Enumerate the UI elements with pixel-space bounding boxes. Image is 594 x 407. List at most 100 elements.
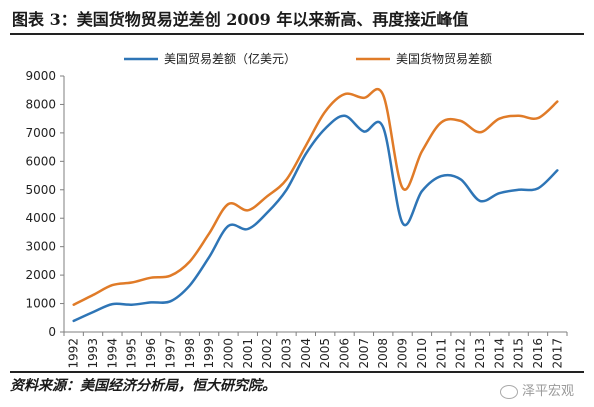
y-tick-label: 4000 (25, 211, 56, 225)
data-point (517, 114, 520, 117)
data-point (227, 203, 230, 206)
x-tick-label: 2016 (531, 338, 545, 369)
data-point (401, 222, 404, 225)
data-point (459, 119, 462, 122)
x-tick-label: 2005 (318, 338, 332, 369)
x-tick-label: 2013 (473, 338, 487, 369)
title-rule (10, 33, 584, 35)
series-line-1 (72, 114, 559, 323)
data-point (150, 301, 153, 304)
x-tick-label: 1998 (183, 338, 197, 369)
x-tick-label: 2012 (454, 338, 468, 369)
x-tick-label: 1995 (125, 338, 139, 369)
data-point (343, 93, 346, 96)
data-point (382, 126, 385, 129)
data-point (304, 152, 307, 155)
x-tick-label: 2010 (415, 338, 429, 369)
data-point (208, 232, 211, 235)
y-tick-label: 8000 (25, 97, 56, 111)
data-point (304, 144, 307, 147)
chart-axes: 0 1000 2000 3000 4000 5000 6000 7000 8000 9000 199… (25, 69, 568, 369)
data-point (92, 294, 95, 297)
y-tick-label: 3000 (25, 240, 56, 254)
data-point (285, 178, 288, 181)
data-point (440, 121, 443, 124)
x-tick-label: 2002 (260, 338, 274, 369)
data-point (536, 187, 539, 190)
data-point (556, 169, 559, 172)
data-point (478, 199, 481, 202)
y-tick-label: 5000 (25, 183, 56, 197)
data-point (169, 300, 172, 303)
x-tick-label: 2017 (550, 338, 564, 369)
data-point (150, 276, 153, 279)
x-tick-label: 2015 (512, 338, 526, 369)
series-layer (72, 87, 559, 323)
y-tick-label: 1000 (25, 297, 56, 311)
data-point (517, 188, 520, 191)
data-point (72, 303, 75, 306)
source-note: 资料来源：美国经济分析局，恒大研究院。 (10, 378, 276, 394)
data-point (498, 192, 501, 195)
y-tick-label: 0 (48, 325, 56, 339)
y-tick-label: 9000 (25, 69, 56, 83)
series-line-2 (72, 87, 559, 306)
x-tick-label: 2011 (434, 338, 448, 369)
data-point (478, 131, 481, 134)
data-point (498, 117, 501, 120)
x-tick-label: 2007 (357, 338, 371, 369)
data-point (188, 260, 191, 263)
wechat-icon (499, 384, 518, 399)
data-point (324, 127, 327, 130)
data-point (459, 178, 462, 181)
y-tick-label: 6000 (25, 154, 56, 168)
x-tick-label: 2009 (396, 338, 410, 369)
data-point (440, 175, 443, 178)
data-point (246, 209, 249, 212)
watermark: 泽平宏观 (499, 380, 574, 399)
data-point (92, 311, 95, 314)
x-tick-label: 1999 (202, 338, 216, 369)
watermark-text: 泽平宏观 (521, 384, 574, 399)
data-point (343, 114, 346, 117)
data-point (420, 150, 423, 153)
data-point (266, 195, 269, 198)
data-point (130, 281, 133, 284)
x-tick-label: 1994 (105, 338, 119, 369)
data-point (188, 284, 191, 287)
chart-legend: 美国贸易差额（亿美元） 美国货物贸易差额 (124, 51, 492, 66)
data-point (556, 100, 559, 103)
x-tick-label: 2008 (376, 338, 390, 369)
data-point (208, 256, 211, 259)
data-point (420, 190, 423, 193)
y-tick-label: 2000 (25, 268, 56, 282)
x-tick-label: 2001 (241, 338, 255, 369)
data-point (536, 117, 539, 120)
chart-title: 图表 3：美国货物贸易逆差创 2009 年以来新高、再度接近峰值 (12, 10, 469, 29)
data-point (324, 110, 327, 113)
data-point (227, 224, 230, 227)
data-point (285, 188, 288, 191)
data-point (111, 303, 114, 306)
data-point (169, 274, 172, 277)
data-point (246, 228, 249, 231)
x-tick-label: 2004 (299, 338, 313, 369)
x-tick-label: 1992 (67, 338, 81, 369)
data-point (362, 96, 365, 99)
x-tick-label: 1997 (163, 338, 177, 369)
x-tick-label: 2014 (492, 338, 506, 369)
x-tick-label: 2006 (338, 338, 352, 369)
source-rule (10, 371, 584, 373)
data-point (130, 303, 133, 306)
x-tick-label: 2003 (279, 338, 293, 369)
data-point (72, 319, 75, 322)
x-tick-label: 2000 (221, 338, 235, 369)
data-point (401, 187, 404, 190)
data-point (362, 130, 365, 133)
line-chart: 0 1000 2000 3000 4000 5000 6000 7000 8000 9000 199… (25, 51, 568, 369)
x-tick-label: 1996 (144, 338, 158, 369)
legend-label-1: 美国贸易差额（亿美元） (164, 51, 296, 66)
x-tick-label: 1993 (86, 338, 100, 369)
legend-label-2: 美国货物贸易差额 (396, 51, 492, 66)
data-point (111, 284, 114, 287)
